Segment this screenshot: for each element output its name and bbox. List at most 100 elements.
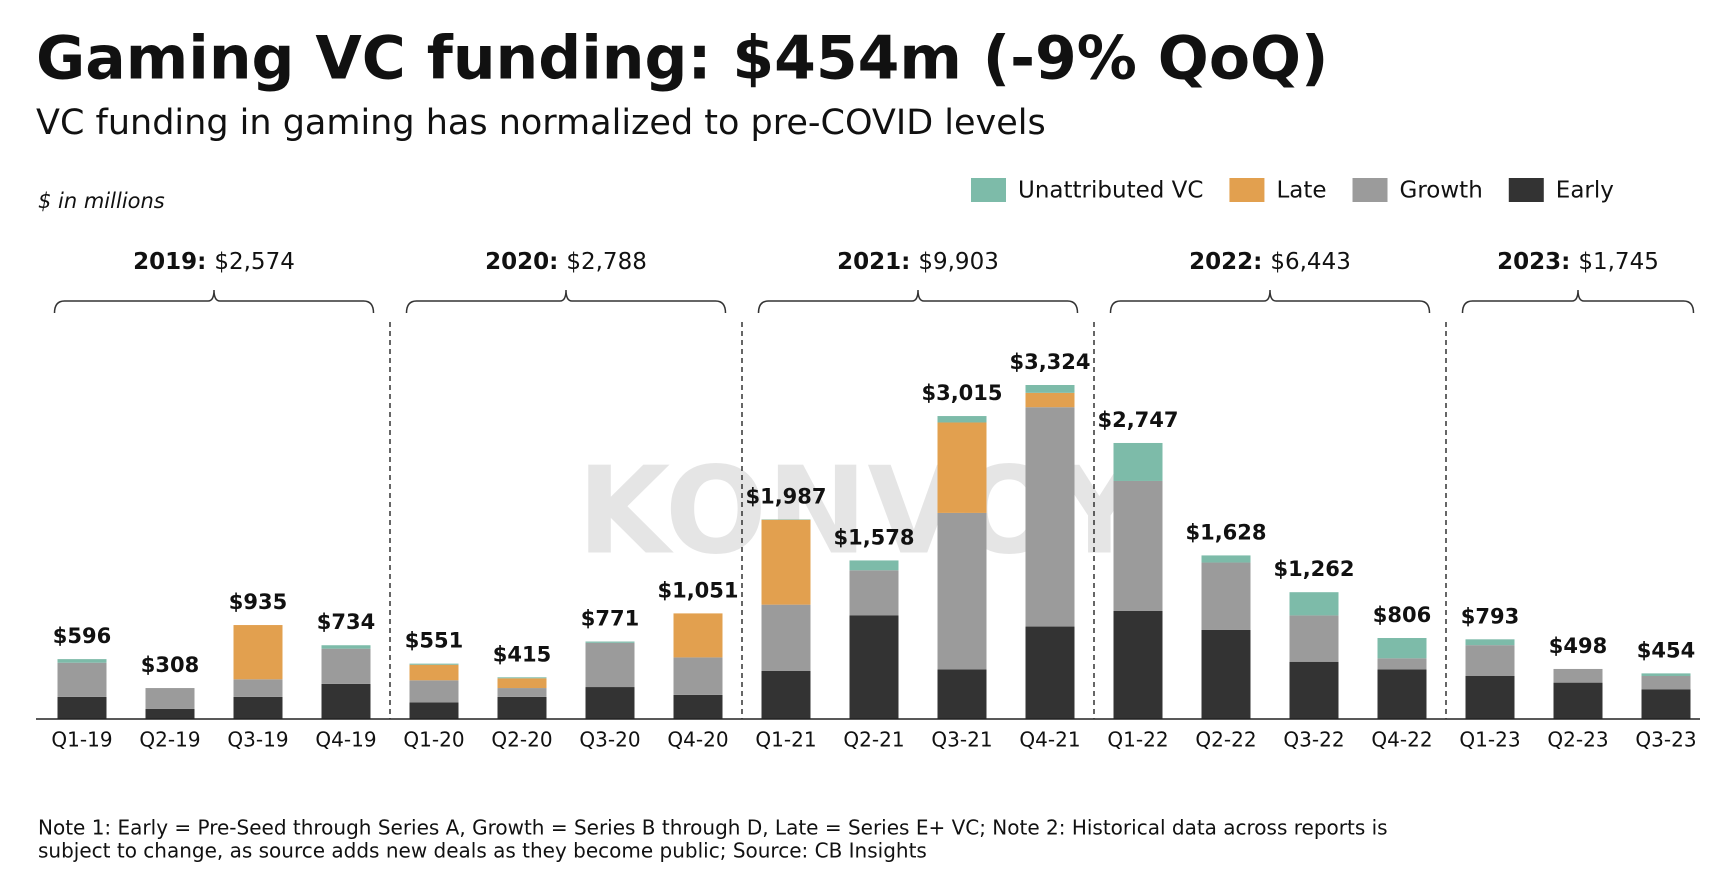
bar-segment [58, 697, 107, 719]
group-label: 2019: $2,574 [133, 249, 295, 275]
group-year: 2022: [1189, 249, 1262, 275]
group-total: $2,788 [566, 249, 646, 275]
total-label: $2,747 [1097, 408, 1178, 432]
legend-swatch [971, 178, 1006, 202]
bar-segment [938, 513, 987, 669]
x-tick-label: Q4-19 [315, 728, 376, 752]
legend-swatch [1229, 178, 1264, 202]
bar-segment [850, 570, 899, 615]
group-total: $9,903 [918, 249, 998, 275]
bar-segment [1026, 393, 1075, 407]
total-label: $498 [1549, 634, 1607, 658]
x-tick-label: Q1-23 [1459, 728, 1520, 752]
bar-segment [938, 416, 987, 422]
group-brace [55, 290, 374, 313]
group-total: $2,574 [214, 249, 294, 275]
chart-subtitle: VC funding in gaming has normalized to p… [36, 103, 1046, 143]
total-label: $806 [1373, 603, 1431, 627]
total-label: $1,578 [833, 525, 914, 549]
group-year: 2020: [485, 249, 558, 275]
total-label: $596 [53, 624, 111, 648]
total-label: $3,015 [921, 381, 1002, 405]
bar-segment [322, 684, 371, 719]
total-label: $308 [141, 653, 199, 677]
bar-segment [674, 695, 723, 719]
bar-segment [586, 642, 635, 643]
group-label: 2020: $2,788 [485, 249, 647, 275]
bar-segment [1466, 645, 1515, 676]
x-tick-label: Q1-21 [755, 728, 816, 752]
bar-segment [1026, 385, 1075, 393]
bar-segment [1554, 669, 1603, 683]
total-label: $1,987 [745, 484, 826, 508]
bar-segment [498, 677, 547, 678]
bar-segment [762, 520, 811, 605]
group-label: 2021: $9,903 [837, 249, 999, 275]
x-tick-label: Q2-22 [1195, 728, 1256, 752]
chart-title: Gaming VC funding: $454m (-9% QoQ) [36, 24, 1328, 94]
bar-segment [1378, 669, 1427, 719]
bar-segment [146, 688, 195, 709]
group-year: 2019: [133, 249, 206, 275]
unit-note: $ in millions [38, 189, 165, 213]
bar-segment [1202, 630, 1251, 719]
group-brace [1463, 290, 1694, 313]
x-tick-label: Q1-22 [1107, 728, 1168, 752]
bar-segment [1114, 481, 1163, 611]
note: Note 1: Early = Pre-Seed through Series … [38, 816, 1388, 840]
group-label: 2022: $6,443 [1189, 249, 1351, 275]
bar-segment [1642, 689, 1691, 719]
bar-segment [322, 645, 371, 648]
x-tick-label: Q4-21 [1019, 728, 1080, 752]
bar-segment [674, 613, 723, 657]
legend-label: Unattributed VC [1018, 178, 1203, 204]
legend-label: Early [1556, 178, 1614, 204]
total-label: $771 [581, 607, 639, 631]
total-label: $454 [1637, 638, 1695, 662]
total-label: $1,262 [1273, 557, 1354, 581]
bar-segment [234, 679, 283, 697]
x-tick-label: Q3-20 [579, 728, 640, 752]
bar-segment [1378, 638, 1427, 658]
total-label: $935 [229, 590, 287, 614]
x-tick-label: Q3-21 [931, 728, 992, 752]
note: subject to change, as source adds new de… [38, 839, 927, 863]
bar-segment [498, 678, 547, 688]
bar-segment [1290, 615, 1339, 661]
x-tick-label: Q4-20 [667, 728, 728, 752]
x-tick-label: Q1-19 [51, 728, 112, 752]
bar-segment [1642, 676, 1691, 689]
bar-segment [322, 649, 371, 684]
bar-segment [410, 680, 459, 702]
x-tick-label: Q3-23 [1635, 728, 1696, 752]
bar-segment [410, 702, 459, 719]
x-tick-label: Q2-21 [843, 728, 904, 752]
bar-segment [1202, 563, 1251, 630]
total-label: $3,324 [1009, 350, 1090, 374]
x-tick-label: Q3-22 [1283, 728, 1344, 752]
bar-segment [58, 659, 107, 663]
total-label: $551 [405, 629, 463, 653]
bar-segment [850, 560, 899, 570]
bar-segment [1026, 407, 1075, 626]
total-label: $415 [493, 642, 551, 666]
group-label: 2023:$1,745 [1497, 249, 1659, 275]
bar-segment [234, 625, 283, 679]
bar-segment [938, 669, 987, 719]
group-total: $6,443 [1270, 249, 1350, 275]
bar-segment [1466, 639, 1515, 645]
legend-swatch [1353, 178, 1388, 202]
bar-segment [1290, 592, 1339, 615]
bar-segment [938, 422, 987, 512]
bar-segment [146, 709, 195, 719]
legend-label: Late [1276, 178, 1326, 204]
total-label: $1,051 [657, 578, 738, 602]
bar-segment [1114, 443, 1163, 481]
bar-segment [762, 605, 811, 671]
group-brace [1111, 290, 1430, 313]
bar-segment [1290, 662, 1339, 719]
group-total: $1,745 [1578, 249, 1658, 275]
bar-segment [1466, 676, 1515, 719]
group-year: 2021: [837, 249, 910, 275]
